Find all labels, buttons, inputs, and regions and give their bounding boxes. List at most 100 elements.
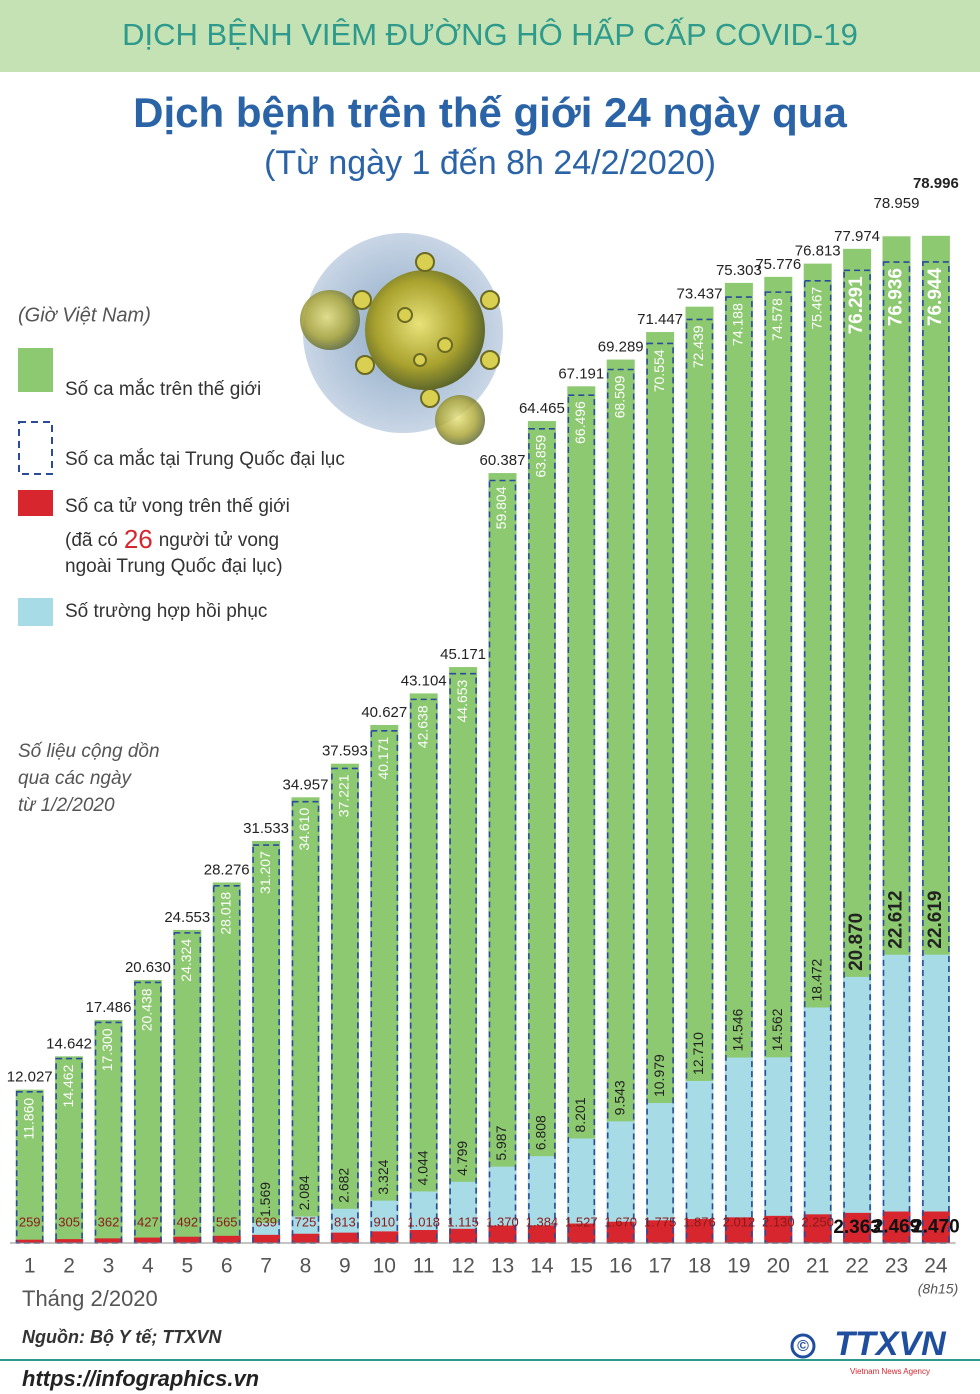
bar	[291, 1233, 320, 1243]
world-label: 17.486	[86, 999, 132, 1016]
death-label: 1.775	[644, 1214, 677, 1229]
url[interactable]: https://infographics.vn	[22, 1366, 259, 1391]
bar	[646, 1220, 675, 1243]
world-label: 78.996	[913, 175, 959, 192]
legend-label[interactable]: Số trường hợp hồi phục	[65, 601, 267, 622]
china-outline	[449, 672, 477, 1244]
death-note-prefix: (đã có	[65, 530, 118, 551]
bar	[527, 421, 556, 1243]
world-label: 20.630	[125, 959, 171, 976]
bar	[843, 1212, 872, 1243]
death-label: 2.470	[912, 1216, 960, 1237]
china-label: 74.188	[730, 303, 746, 346]
world-label: 24.553	[164, 909, 210, 926]
bar	[882, 954, 911, 1243]
recovered-label: 1.569	[257, 1182, 273, 1217]
bar	[173, 929, 202, 1243]
world-label: 34.957	[283, 776, 329, 793]
world-label: 69.289	[598, 339, 644, 356]
recovered-label: 9.543	[611, 1080, 627, 1115]
bar	[764, 1057, 793, 1243]
death-label: 2.469	[873, 1216, 921, 1237]
copyright-ring	[790, 1333, 816, 1359]
bar	[330, 763, 359, 1243]
bar	[606, 1221, 635, 1243]
death-note-number: 26	[124, 524, 153, 554]
x-axis-label: Tháng 2/2020	[22, 1286, 158, 1311]
x-tick-label: 21	[806, 1255, 829, 1278]
world-label: 75.303	[716, 262, 762, 279]
china-label: 24.324	[178, 939, 194, 982]
recovered-label: 22.619	[925, 890, 946, 948]
death-note-line2: ngoài Trung Quốc đại lục)	[65, 556, 283, 577]
logo-sub: Vietnam News Agency	[850, 1367, 930, 1376]
x-tick-label: 16	[609, 1255, 632, 1278]
world-label: 75.776	[755, 256, 801, 273]
world-label: 40.627	[361, 704, 407, 721]
death-note: (đã có 26 người tử vong	[65, 524, 279, 554]
annotation-line: từ 1/2/2020	[18, 795, 115, 816]
legend-label[interactable]: Số ca mắc tại Trung Quốc đại lục	[65, 448, 345, 470]
china-label: 76.944	[925, 268, 946, 327]
world-label: 64.465	[519, 400, 565, 417]
world-label: 31.533	[243, 820, 289, 837]
world-label: 43.104	[401, 672, 447, 689]
bar	[370, 725, 399, 1243]
bar	[94, 1020, 123, 1243]
china-label: 40.171	[375, 737, 391, 780]
bar	[409, 693, 438, 1243]
china-label: 74.578	[769, 298, 785, 341]
death-label: 813	[334, 1214, 356, 1229]
recovered-label: 2.682	[336, 1168, 352, 1203]
recovered-label: 20.870	[846, 913, 867, 971]
china-label: 66.496	[572, 401, 588, 444]
death-label: 1.670	[604, 1214, 637, 1229]
x-tick-label: 8	[300, 1255, 312, 1278]
x-tick-label: 4	[142, 1255, 154, 1278]
bar	[685, 1219, 714, 1243]
china-outline	[173, 932, 202, 1244]
death-label: 910	[373, 1214, 395, 1229]
recovered-label: 4.799	[454, 1141, 470, 1176]
bar	[370, 1231, 399, 1243]
x-tick-label: 14	[530, 1255, 554, 1278]
bar	[449, 1228, 478, 1243]
china-label: 76.291	[846, 276, 867, 335]
bar	[133, 1237, 162, 1243]
death-label: 427	[137, 1214, 159, 1229]
bar	[212, 1235, 241, 1243]
x-tick-label: 2	[63, 1255, 75, 1278]
bar	[55, 1239, 84, 1243]
bar	[55, 1056, 84, 1243]
logo: TTXVN	[834, 1325, 947, 1363]
bar	[15, 1239, 44, 1243]
death-label: 492	[176, 1214, 198, 1229]
bar	[252, 1234, 281, 1243]
annotation: Số liệu cộng dồn qua các ngày từ 1/2/202…	[18, 741, 160, 816]
death-label: 1.115	[447, 1214, 479, 1229]
x-tick-label: 11	[413, 1255, 435, 1278]
bar	[764, 1215, 793, 1243]
china-label: 72.439	[690, 325, 706, 368]
world-label: 14.642	[46, 1035, 92, 1052]
china-label: 75.467	[808, 287, 824, 330]
x-tick-label: 20	[767, 1255, 790, 1278]
bar	[606, 359, 635, 1243]
bar	[921, 1211, 950, 1243]
legend-label[interactable]: Số ca tử vong trên thế giới	[65, 496, 290, 517]
world-label: 77.974	[834, 228, 880, 245]
bar	[646, 332, 675, 1243]
china-outline	[212, 884, 241, 1244]
death-label: 259	[19, 1214, 41, 1229]
death-label: 1.370	[486, 1214, 519, 1229]
china-label: 76.936	[886, 268, 907, 326]
x-tick-label: 24	[924, 1255, 948, 1278]
legend-label[interactable]: Số ca mắc trên thế giới	[65, 378, 261, 400]
recovered-label: 12.710	[690, 1032, 706, 1075]
china-label: 17.300	[99, 1028, 115, 1071]
world-label: 12.027	[7, 1069, 53, 1086]
bar	[449, 667, 478, 1243]
death-label: 1.876	[683, 1214, 716, 1229]
china-label: 28.018	[217, 892, 233, 935]
